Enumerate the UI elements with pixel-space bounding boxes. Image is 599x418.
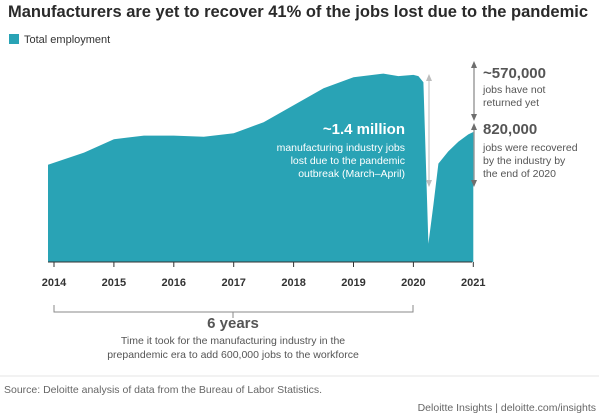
x-tick-label: 2018: [281, 277, 305, 289]
legend-swatch: [9, 34, 19, 44]
not-returned-line2: returned yet: [483, 97, 539, 109]
period-bracket: [53, 305, 414, 313]
loss-arrow: [426, 74, 432, 187]
recovered-value: 820,000: [483, 121, 537, 138]
x-tick-label: 2020: [401, 277, 425, 289]
x-axis: 2014 2015 2016 2017 2018 2019 2020 2021: [42, 261, 486, 289]
not-returned-line1: jobs have not: [482, 84, 546, 96]
employment-area: [48, 73, 474, 262]
period-value: 6 years: [207, 315, 259, 332]
legend-label: Total employment: [24, 34, 110, 46]
loss-value: ~1.4 million: [323, 121, 405, 138]
recovered-line1: jobs were recovered: [482, 142, 578, 154]
brand-link[interactable]: Deloitte Insights | deloitte.com/insight…: [418, 402, 596, 414]
x-tick-label: 2019: [341, 277, 365, 289]
period-desc-line1: Time it took for the manufacturing indus…: [121, 335, 345, 347]
recovered-arrow: [471, 123, 477, 187]
recovered-line3: the end of 2020: [483, 168, 556, 180]
x-tick-label: 2016: [162, 277, 186, 289]
loss-desc-line1: manufacturing industry jobs: [277, 142, 405, 154]
source-note: Source: Deloitte analysis of data from t…: [4, 384, 322, 396]
x-tick-label: 2021: [461, 277, 485, 289]
not-returned-value: ~570,000: [483, 65, 546, 82]
period-desc-line2: prepandemic era to add 600,000 jobs to t…: [107, 349, 359, 361]
loss-desc-line2: lost due to the pandemic: [291, 155, 405, 167]
x-tick-label: 2015: [102, 277, 126, 289]
x-tick-label: 2014: [42, 277, 67, 289]
chart-title: Manufacturers are yet to recover 41% of …: [8, 3, 588, 21]
not-returned-arrow: [471, 61, 477, 121]
loss-desc-line3: outbreak (March–April): [298, 168, 405, 180]
x-tick-label: 2017: [221, 277, 245, 289]
recovered-line2: by the industry by: [483, 155, 566, 167]
